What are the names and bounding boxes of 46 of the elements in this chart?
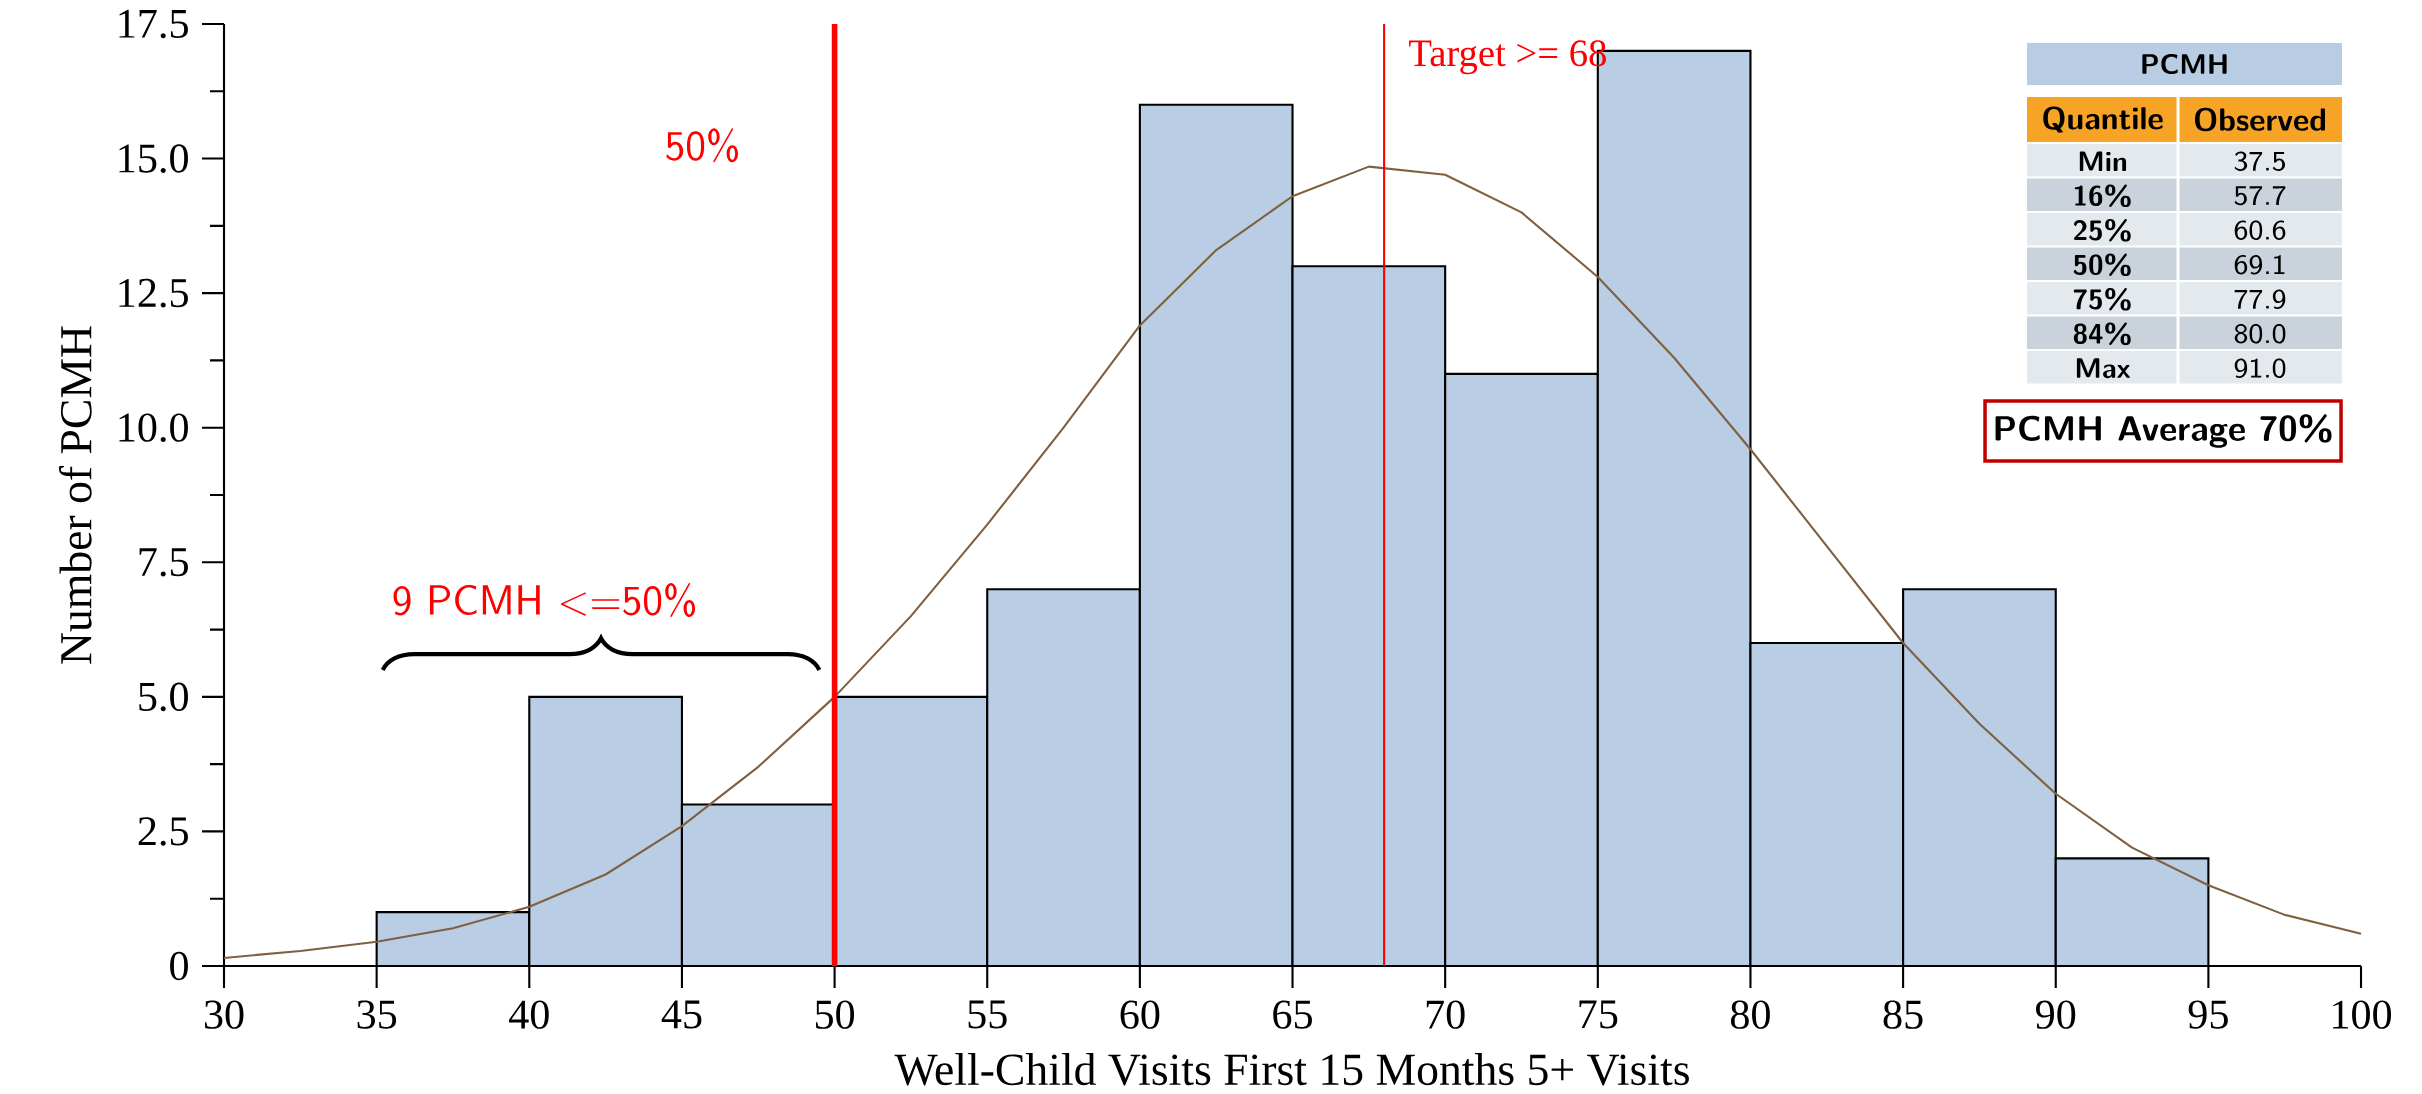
- y-tick-label: 10.0: [119, 413, 188, 443]
- x-tick-label: 30: [204, 1000, 244, 1029]
- x-tick-label: 60: [1120, 1000, 1160, 1029]
- annotation: 60.6: [2234, 220, 2286, 241]
- x-tick-label: 90: [2036, 1000, 2076, 1029]
- annotation: 37.5: [2234, 151, 2286, 172]
- x-tick-label: 50: [815, 1000, 855, 1029]
- annotation: 69.1: [2234, 254, 2285, 275]
- x-tick-label: 40: [509, 1000, 549, 1029]
- x-tick-label: 80: [1730, 1000, 1770, 1029]
- annotation: 9 PCMH <=50%: [393, 582, 696, 617]
- x-tick-label: 95: [2188, 1000, 2228, 1029]
- annotation: 91.0: [2234, 358, 2286, 379]
- ref-line-label: 50%: [666, 128, 739, 163]
- y-tick-label: 0: [170, 951, 188, 981]
- x-tick-label: 45: [661, 1000, 702, 1029]
- x-tick-label: 100: [2333, 1000, 2392, 1029]
- x-tick-label: 70: [1426, 1000, 1465, 1029]
- annotation: 80.0: [2234, 323, 2286, 344]
- y-tick-label: 5.0: [139, 682, 188, 712]
- x-tick-label: 65: [1273, 1000, 1312, 1029]
- annotation: 25%: [2073, 218, 2131, 242]
- annotation: Quantile: [2043, 106, 2163, 133]
- annotation: 84%: [2073, 322, 2131, 346]
- y-tick-label: 2.5: [138, 817, 188, 846]
- x-axis-title: Well-Child Visits First 15 Months 5+ Visits: [894, 1053, 1689, 1086]
- y-tick-label: 7.5: [139, 548, 188, 577]
- annotation: PCMH Average 70%: [1995, 414, 2332, 448]
- annotation: Observed: [2195, 107, 2325, 132]
- x-tick-label: 55: [968, 1000, 1007, 1029]
- y-tick-label: 17.5: [119, 9, 188, 39]
- annotation: 57.7: [2234, 186, 2286, 206]
- annotation: 75%: [2073, 287, 2131, 311]
- annotation: 16%: [2074, 184, 2131, 208]
- annotation: 77.9: [2234, 289, 2286, 310]
- y-tick-label: 12.5: [119, 278, 188, 308]
- annotation: Max: [2076, 358, 2130, 379]
- ref-line-label: Target >= 68: [1409, 40, 1606, 75]
- annotation: Min: [2079, 151, 2127, 171]
- x-tick-label: 35: [357, 1000, 397, 1029]
- y-axis-title: Number of PCMH: [59, 326, 92, 664]
- x-tick-label: 75: [1579, 1000, 1618, 1029]
- x-tick-label: 85: [1883, 1000, 1923, 1029]
- y-tick-label: 15.0: [119, 144, 188, 173]
- annotation: 50%: [2073, 253, 2131, 277]
- annotation: PCMH: [2142, 53, 2227, 75]
